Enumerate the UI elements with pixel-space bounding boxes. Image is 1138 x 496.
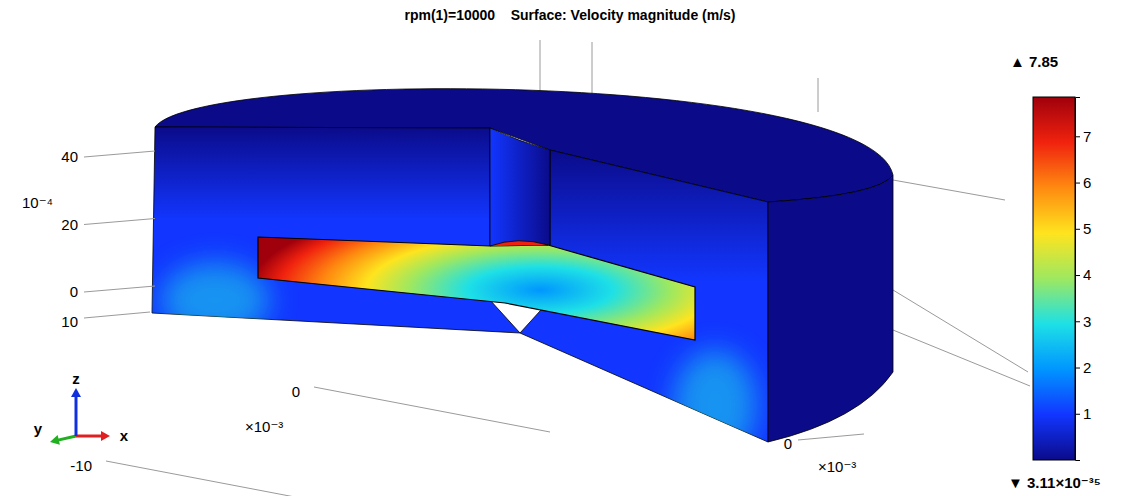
- grid-line: [798, 434, 864, 440]
- tick-mark: [1075, 229, 1080, 230]
- geometry: [152, 89, 893, 460]
- chamber-rim: [490, 241, 548, 246]
- tick-label: 10: [61, 313, 78, 330]
- title: rpm(1)=10000 Surface: Velocity magnitude…: [404, 7, 735, 23]
- tick: 5: [1075, 220, 1091, 237]
- grid-line: [84, 286, 155, 292]
- tick-label: 0: [70, 283, 78, 300]
- grid-line: [893, 330, 1030, 386]
- tick-mark: [1075, 183, 1080, 184]
- colorbar: 1 2 3 4 5 6 7 ▲ 7.85 ▼ 3.11×10⁻³⁵: [1008, 53, 1101, 491]
- grid-line: [106, 461, 342, 496]
- axis-multiplier: 10⁻⁴: [22, 194, 53, 211]
- tick-label: 7: [1083, 128, 1091, 145]
- tick-label: 6: [1083, 174, 1091, 191]
- triad-arrow: [56, 436, 76, 441]
- grid-line: [84, 219, 155, 225]
- tick-mark: [1075, 368, 1080, 369]
- colorbar-axis: 1 2 3 4 5 6 7: [1075, 98, 1091, 461]
- y-axis: 0 -10 ×10⁻³: [70, 383, 550, 496]
- outer-wall: [768, 175, 893, 442]
- glow-spot: [673, 350, 757, 460]
- colorbar-max: ▲ 7.85: [1010, 53, 1058, 70]
- center-hole: [490, 128, 550, 246]
- triad-arrow: [76, 435, 104, 438]
- triad-arrowhead: [50, 435, 60, 445]
- glow-spot: [160, 262, 270, 338]
- grid-line: [893, 290, 1028, 372]
- x-axis: 10 0 ×10⁻³: [61, 312, 864, 475]
- tick-mark: [1075, 136, 1080, 137]
- tick-label: 4: [1083, 266, 1091, 283]
- tick-mark: [1075, 321, 1080, 322]
- tick-label: 2: [1083, 359, 1091, 376]
- tick-label: 0: [292, 383, 300, 400]
- triad-arrow: [75, 394, 78, 436]
- tick: 1: [1075, 405, 1091, 422]
- z-axis: 0 20 40 10⁻⁴: [22, 148, 155, 300]
- chamber-floor: [258, 237, 695, 340]
- triad-arrowhead: [71, 388, 81, 397]
- glow: [160, 262, 270, 338]
- triad-label: y: [34, 420, 43, 437]
- tick: 4: [1075, 266, 1091, 283]
- triad-arrowhead: [101, 431, 110, 441]
- grid-line: [893, 180, 1005, 200]
- tick-mark: [1075, 414, 1080, 415]
- tick-mark: [1075, 275, 1080, 276]
- triad-label: z: [72, 370, 80, 387]
- grid-line: [818, 78, 819, 112]
- colorbar-axis-line: [1076, 98, 1081, 461]
- tick-label: 5: [1083, 220, 1091, 237]
- tick: 7: [1075, 128, 1091, 145]
- grid-line: [84, 151, 155, 157]
- tick-label: 1: [1083, 405, 1091, 422]
- triad-label: x: [120, 427, 129, 444]
- axis-multiplier: ×10⁻³: [245, 418, 283, 435]
- axis-multiplier: ×10⁻³: [818, 458, 856, 475]
- axis-triad: x y z: [34, 370, 129, 445]
- figure: rpm(1)=10000 Surface: Velocity magnitude…: [0, 0, 1138, 496]
- tick: 2: [1075, 359, 1091, 376]
- tick-label: 20: [61, 216, 78, 233]
- grid-line: [314, 387, 550, 432]
- tick-label: 0: [784, 435, 792, 452]
- tick-label: -10: [70, 457, 92, 474]
- tick: 3: [1075, 313, 1091, 330]
- tick-label: 40: [61, 148, 78, 165]
- colorbar-gradient: [1033, 97, 1075, 460]
- tick: 6: [1075, 174, 1091, 191]
- tick-label: 3: [1083, 313, 1091, 330]
- grid-line: [84, 312, 150, 318]
- glow: [673, 350, 757, 460]
- colorbar-min: ▼ 3.11×10⁻³⁵: [1008, 474, 1101, 491]
